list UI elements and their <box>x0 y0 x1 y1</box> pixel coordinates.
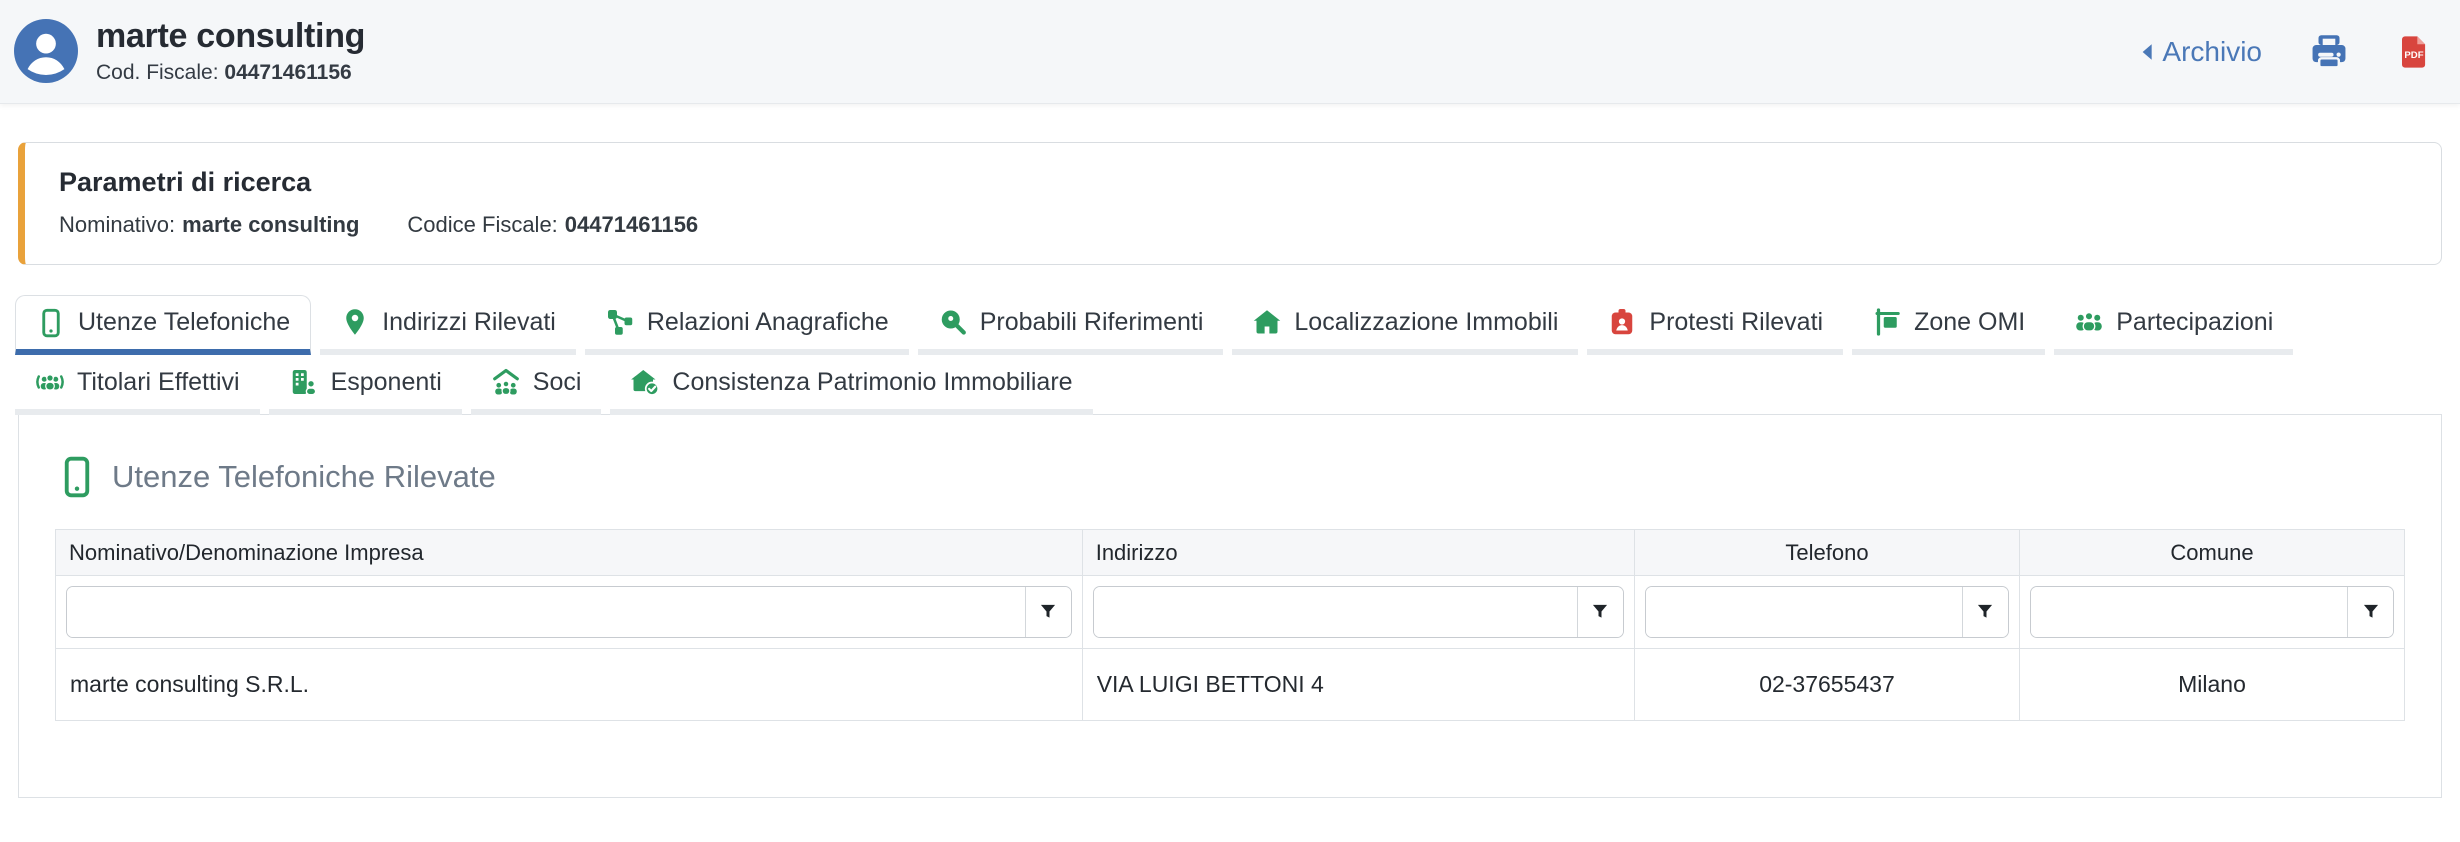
filter-input-comune[interactable] <box>2030 587 2347 637</box>
people-group-icon <box>2076 311 2102 332</box>
filter-input-telefono[interactable] <box>1645 587 1962 637</box>
param-codice-fiscale: Codice Fiscale: 04471461156 <box>407 212 698 238</box>
filter-button-indirizzo[interactable] <box>1576 587 1623 637</box>
table-header-row: Nominativo/Denominazione Impresa Indiriz… <box>55 529 2406 576</box>
cell-indirizzo: VIA LUIGI BETTONI 4 <box>1081 648 1635 721</box>
filter-button-nominativo[interactable] <box>1024 587 1071 637</box>
section-tabs: Utenze Telefoniche Indirizzi Rilevati Re… <box>15 295 2442 415</box>
tab-zone-omi[interactable]: Zone OMI <box>1852 295 2046 355</box>
archivio-label: Archivio <box>2162 35 2262 67</box>
column-header-comune: Comune <box>2018 529 2406 576</box>
column-header-telefono: Telefono <box>1633 529 2020 576</box>
caret-left-icon <box>2143 43 2153 60</box>
tab-label: Consistenza Patrimonio Immobiliare <box>672 367 1073 396</box>
sign-flag-icon <box>1875 308 1900 336</box>
codice-fiscale-value: 04471461156 <box>564 212 699 237</box>
filter-button-comune[interactable] <box>2347 587 2393 637</box>
column-header-indirizzo: Indirizzo <box>1081 529 1635 576</box>
cell-telefono: 02-37655437 <box>1633 648 2020 721</box>
people-waves-icon <box>36 374 64 391</box>
app-header: marte consulting Cod. Fiscale: 044714611… <box>0 0 2460 104</box>
search-params-values: Nominativo: marte consulting Codice Fisca… <box>59 212 2407 238</box>
column-header-nominativo: Nominativo/Denominazione Impresa <box>55 529 1083 576</box>
funnel-icon <box>1593 604 1608 618</box>
tab-label: Esponenti <box>330 367 442 396</box>
search-location-icon <box>941 310 966 335</box>
tab-label: Titolari Effettivi <box>77 367 240 396</box>
header-titles: marte consulting Cod. Fiscale: 044714611… <box>96 16 366 85</box>
funnel-icon <box>1041 604 1056 618</box>
table-row: marte consulting S.R.L. VIA LUIGI BETTON… <box>55 648 2406 721</box>
header-company-block: marte consulting Cod. Fiscale: 044714611… <box>14 16 366 85</box>
filter-group-comune <box>2029 586 2394 638</box>
tab-consistenza-patrimonio-immobiliare[interactable]: Consistenza Patrimonio Immobiliare <box>610 355 1093 415</box>
house-check-icon <box>631 370 660 396</box>
export-pdf-button[interactable]: PDF <box>2396 32 2432 72</box>
tab-label: Utenze Telefoniche <box>78 308 291 336</box>
param-nominativo: Nominativo: marte consulting <box>59 212 359 238</box>
tab-label: Localizzazione Immobili <box>1294 307 1559 336</box>
house-icon <box>1254 310 1281 334</box>
filter-group-indirizzo <box>1092 586 1624 638</box>
nominativo-label: Nominativo: <box>59 212 176 237</box>
tab-label: Probabili Riferimenti <box>979 307 1204 336</box>
nominativo-value: marte consulting <box>182 212 360 237</box>
tab-content-panel: Utenze Telefoniche Rilevate Nominativo/D… <box>18 414 2442 798</box>
cod-fiscale: Cod. Fiscale: 04471461156 <box>96 61 365 85</box>
tab-label: Partecipazioni <box>2116 307 2274 336</box>
tab-label: Indirizzi Rilevati <box>382 307 556 336</box>
tab-probabili-riferimenti[interactable]: Probabili Riferimenti <box>917 295 1224 355</box>
cod-fiscale-label: Cod. Fiscale: <box>96 61 219 85</box>
avatar-icon <box>14 19 78 84</box>
tab-indirizzi-rilevati[interactable]: Indirizzi Rilevati <box>320 295 576 355</box>
cell-nominativo: marte consulting S.R.L. <box>55 648 1083 721</box>
svg-text:PDF: PDF <box>2404 50 2423 61</box>
cod-fiscale-value: 04471461156 <box>224 61 352 85</box>
tab-protesti-rilevati[interactable]: Protesti Rilevati <box>1587 295 1844 355</box>
building-person-icon <box>292 370 316 396</box>
page-title: marte consulting <box>96 16 366 55</box>
cell-comune: Milano <box>2018 648 2406 721</box>
codice-fiscale-label: Codice Fiscale: <box>407 212 558 237</box>
search-params-card: Parametri di ricerca Nominativo: marte co… <box>18 142 2442 265</box>
printer-icon <box>2312 34 2346 69</box>
map-pin-icon <box>346 309 364 335</box>
tab-label: Protesti Rilevati <box>1649 307 1824 336</box>
search-params-title: Parametri di ricerca <box>59 167 312 197</box>
mobile-phone-icon <box>42 308 60 337</box>
filter-input-nominativo[interactable] <box>67 587 1025 637</box>
filter-button-telefono[interactable] <box>1961 587 2008 637</box>
tab-partecipazioni[interactable]: Partecipazioni <box>2054 295 2294 355</box>
tab-relazioni-anagrafiche[interactable]: Relazioni Anagrafiche <box>584 295 909 355</box>
mobile-phone-icon <box>64 456 90 498</box>
tab-label: Zone OMI <box>1914 307 2026 336</box>
section-title: Utenze Telefoniche Rilevate <box>112 459 496 494</box>
header-actions: Archivio PDF <box>2140 31 2432 73</box>
tab-esponenti[interactable]: Esponenti <box>268 355 462 415</box>
funnel-icon <box>1978 604 1993 618</box>
utenze-table: Nominativo/Denominazione Impresa Indiriz… <box>55 529 2406 721</box>
network-icon <box>607 310 633 335</box>
archivio-back-link[interactable]: Archivio <box>2140 36 2262 68</box>
tab-utenze-telefoniche[interactable]: Utenze Telefoniche <box>15 295 312 355</box>
tab-label: Soci <box>532 367 582 396</box>
print-button[interactable] <box>2306 31 2352 73</box>
id-badge-icon <box>1612 309 1633 335</box>
section-header: Utenze Telefoniche Rilevate <box>55 455 2405 499</box>
tab-localizzazione-immobili[interactable]: Localizzazione Immobili <box>1232 295 1579 355</box>
filter-input-indirizzo[interactable] <box>1093 587 1577 637</box>
pdf-file-icon: PDF <box>2402 35 2426 68</box>
filter-group-nominativo <box>66 586 1072 638</box>
tab-soci[interactable]: Soci <box>470 355 602 415</box>
funnel-icon <box>2363 604 2378 618</box>
filter-group-telefono <box>1644 586 2009 638</box>
table-filter-row <box>55 575 2406 649</box>
tab-titolari-effettivi[interactable]: Titolari Effettivi <box>15 355 260 415</box>
tab-label: Relazioni Anagrafiche <box>646 307 889 336</box>
people-roof-icon <box>492 368 519 396</box>
